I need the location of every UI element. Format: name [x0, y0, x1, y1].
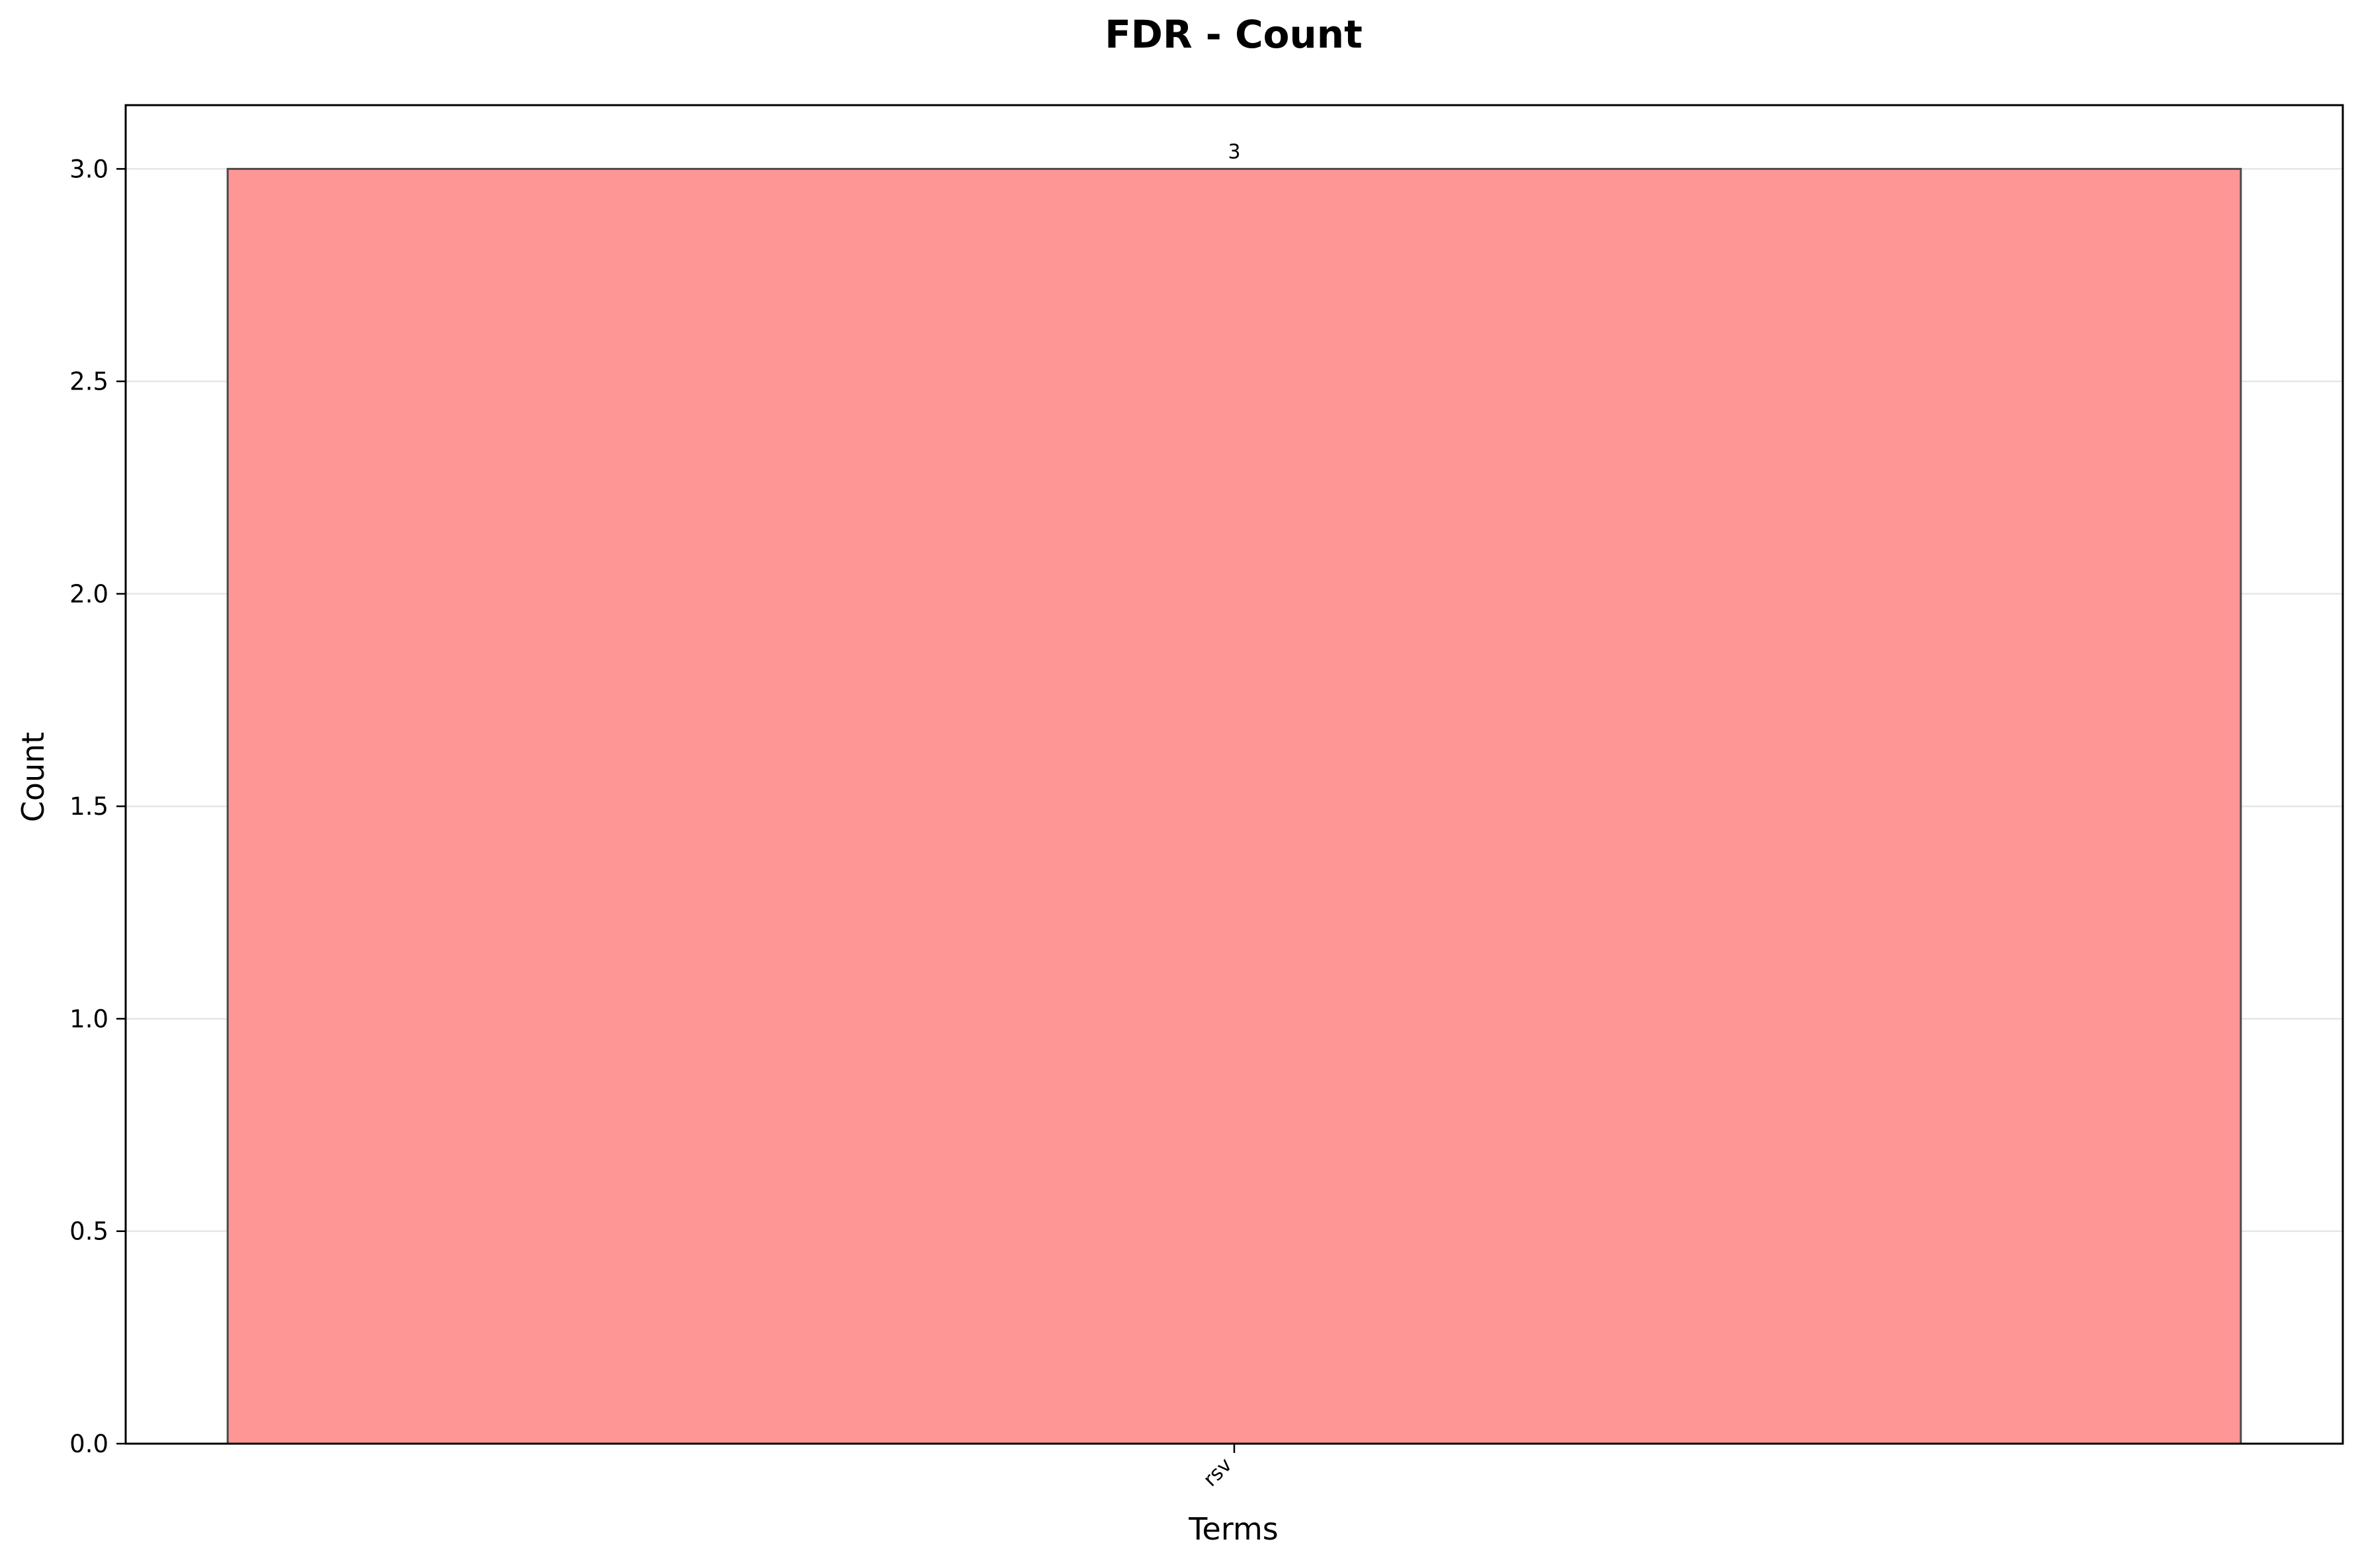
y-tick-label: 0.0: [69, 1430, 108, 1458]
chart-title: FDR - Count: [1105, 12, 1363, 57]
y-tick-label: 0.5: [69, 1217, 108, 1246]
data-labels: 3: [1228, 140, 1240, 163]
y-tick-label: 3.0: [69, 155, 108, 183]
data-label: 3: [1228, 140, 1240, 163]
y-tick-label: 2.0: [69, 580, 108, 608]
y-tick-label: 2.5: [69, 368, 108, 396]
y-axis-ticks: 0.0 0.5 1.0 1.5 2.0 2.5 3.0: [69, 155, 126, 1458]
bar-rsv: [226, 167, 2242, 1445]
y-tick-label: 1.0: [69, 1005, 108, 1033]
y-axis-label: Count: [15, 732, 51, 823]
x-axis-label: Terms: [1188, 1511, 1278, 1547]
y-tick-label: 1.5: [69, 792, 108, 821]
bars: [226, 167, 2242, 1445]
